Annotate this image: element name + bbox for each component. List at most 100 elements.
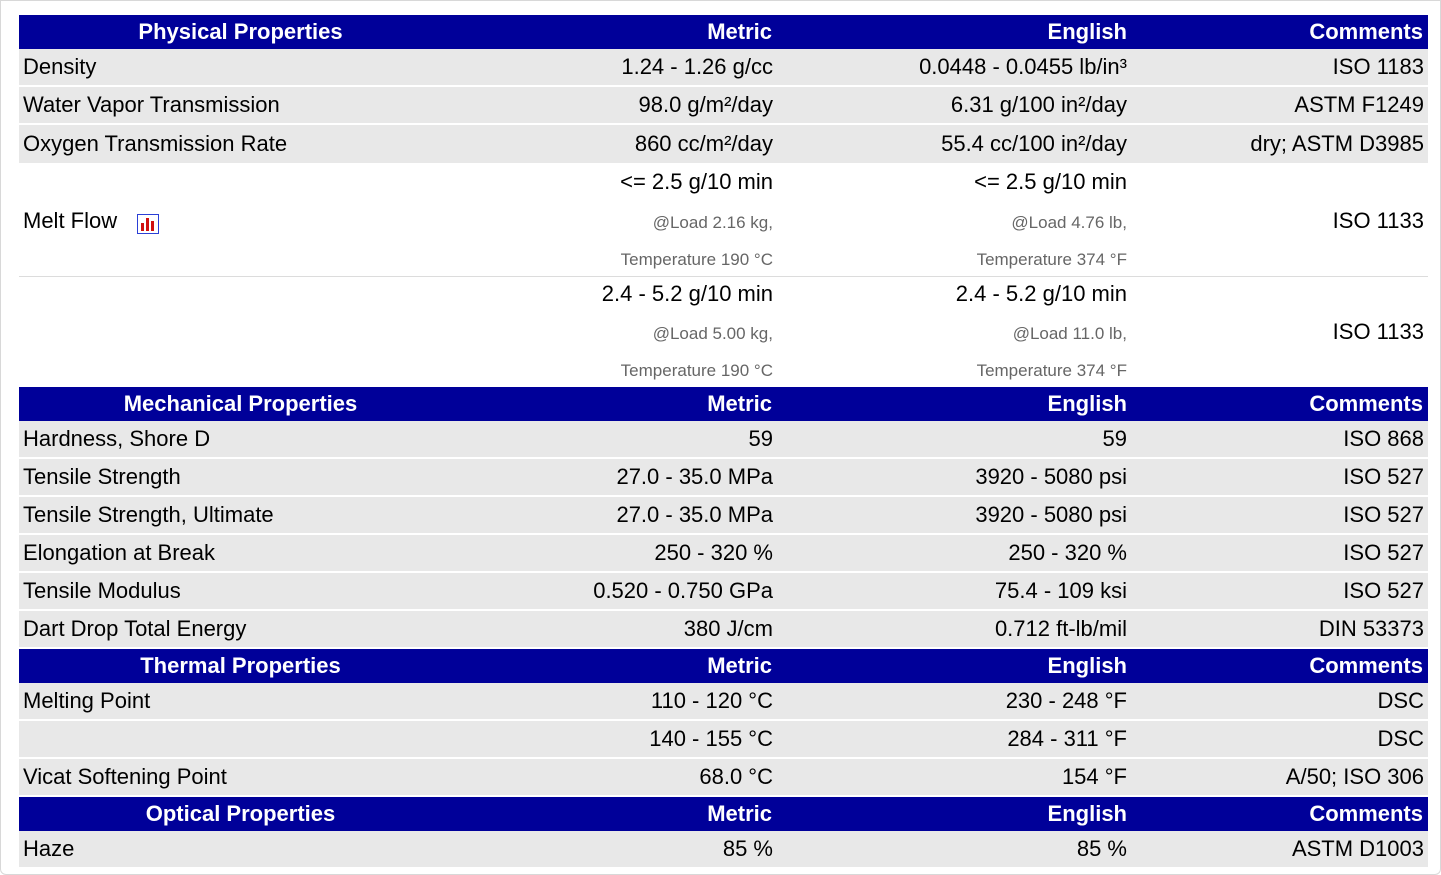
section-header-physical: Physical Properties Metric English Comme… [19, 15, 1428, 49]
section-title: Thermal Properties [140, 653, 341, 678]
load-condition: @Load 5.00 kg, [652, 324, 773, 343]
property-name: Haze [23, 836, 75, 861]
comment-value: DIN 53373 [1318, 616, 1424, 641]
metric-header: Metric [707, 801, 772, 826]
english-value: 6.31 g/100 in²/day [950, 92, 1127, 117]
table-row: Oxygen Transmission Rate 860 cc/m²/day 5… [19, 125, 1428, 165]
comment-value: A/50; ISO 306 [1285, 764, 1424, 789]
table-row: Tensile Strength 27.0 - 35.0 MPa 3920 - … [19, 459, 1428, 497]
metric-value: 860 cc/m²/day [634, 131, 773, 156]
section-title: Physical Properties [138, 19, 343, 44]
melt-flow-english: 2.4 - 5.2 g/10 min [955, 281, 1127, 306]
comment-value: ISO 527 [1343, 502, 1424, 527]
table-row: 140 - 155 °C 284 - 311 °F DSC [19, 721, 1428, 759]
property-name: Hardness, Shore D [23, 426, 211, 451]
table-row: Dart Drop Total Energy 380 J/cm 0.712 ft… [19, 611, 1428, 649]
comments-header: Comments [1309, 19, 1423, 44]
comment-value: ISO 527 [1343, 540, 1424, 565]
english-value: 3920 - 5080 psi [975, 464, 1127, 489]
comment-value: DSC [1377, 726, 1424, 751]
table-row: Haze 85 % 85 % ASTM D1003 [19, 831, 1428, 869]
table-row: Hardness, Shore D 59 59 ISO 868 [19, 421, 1428, 459]
metric-value: 59 [748, 426, 773, 451]
comment-value: DSC [1377, 688, 1424, 713]
metric-value: <= 2.5 g/10 min @Load 2.16 kg, Temperatu… [467, 165, 777, 276]
table-row: Density 1.24 - 1.26 g/cc 0.0448 - 0.0455… [19, 49, 1428, 87]
property-datasheet: Physical Properties Metric English Comme… [19, 15, 1428, 869]
melt-flow-metric: 2.4 - 5.2 g/10 min [601, 281, 773, 306]
section-header-thermal: Thermal Properties Metric English Commen… [19, 649, 1428, 683]
english-value: <= 2.5 g/10 min @Load 4.76 lb, Temperatu… [777, 165, 1131, 276]
property-name: Elongation at Break [23, 540, 216, 565]
chart-icon[interactable] [137, 213, 160, 234]
comments-header: Comments [1309, 391, 1423, 416]
comment-value: ISO 527 [1343, 464, 1424, 489]
property-name: Dart Drop Total Energy [23, 616, 247, 641]
temperature-condition: Temperature 190 °C [620, 361, 773, 380]
comment-value: ISO 1183 [1332, 54, 1424, 79]
english-value: 250 - 320 % [1008, 540, 1127, 565]
comment-value: ISO 1133 [1332, 319, 1424, 344]
table-row: Tensile Strength, Ultimate 27.0 - 35.0 M… [19, 497, 1428, 535]
property-name [19, 277, 467, 387]
comments-header: Comments [1309, 653, 1423, 678]
english-header: English [1047, 653, 1127, 678]
section-title: Mechanical Properties [123, 391, 358, 416]
load-condition: @Load 4.76 lb, [1011, 212, 1127, 232]
metric-value: 27.0 - 35.0 MPa [616, 502, 773, 527]
metric-value: 27.0 - 35.0 MPa [616, 464, 773, 489]
melt-flow-row: 2.4 - 5.2 g/10 min @Load 5.00 kg, Temper… [19, 277, 1428, 387]
english-value: 59 [1102, 426, 1127, 451]
english-value: 75.4 - 109 ksi [994, 578, 1127, 603]
metric-value: 85 % [722, 836, 773, 861]
metric-value: 250 - 320 % [654, 540, 773, 565]
table-row: Tensile Modulus 0.520 - 0.750 GPa 75.4 -… [19, 573, 1428, 611]
section-header-optical: Optical Properties Metric English Commen… [19, 797, 1428, 831]
comment-value: ISO 527 [1343, 578, 1424, 603]
comments-header: Comments [1309, 801, 1423, 826]
metric-value: 110 - 120 °C [650, 688, 773, 713]
english-value: 0.712 ft-lb/mil [994, 616, 1127, 641]
property-name: Tensile Strength, Ultimate [23, 502, 274, 527]
property-name: Water Vapor Transmission [23, 92, 280, 117]
english-value: 85 % [1076, 836, 1127, 861]
melt-flow-english: <= 2.5 g/10 min [974, 169, 1127, 194]
property-name: Density [23, 54, 97, 79]
english-header: English [1047, 801, 1127, 826]
melt-flow-row: Melt Flow <= 2.5 g/10 min @Load 2.16 kg,… [19, 165, 1428, 277]
property-name: Vicat Softening Point [23, 764, 227, 789]
english-header: English [1047, 19, 1127, 44]
property-name: Melting Point [23, 688, 151, 713]
metric-value: 0.520 - 0.750 GPa [593, 578, 773, 603]
temperature-condition: Temperature 374 °F [976, 361, 1127, 380]
table-row: Melting Point 110 - 120 °C 230 - 248 °F … [19, 683, 1428, 721]
metric-value: 140 - 155 °C [649, 726, 773, 751]
table-row: Vicat Softening Point 68.0 °C 154 °F A/5… [19, 759, 1428, 797]
english-value: 230 - 248 °F [1005, 688, 1127, 713]
comment-value: dry; ASTM D3985 [1250, 131, 1424, 156]
property-name: Tensile Strength [23, 464, 181, 489]
load-condition: @Load 2.16 kg, [652, 212, 773, 232]
property-name: Tensile Modulus [23, 578, 181, 603]
comment-value: ASTM D1003 [1291, 836, 1424, 861]
english-value: 55.4 cc/100 in²/day [941, 131, 1127, 156]
english-value: 154 °F [1061, 764, 1127, 789]
temperature-condition: Temperature 190 °C [620, 250, 773, 269]
comment-value: ISO 1133 [1332, 207, 1424, 233]
load-condition: @Load 11.0 lb, [1012, 324, 1127, 343]
comment-value: ISO 868 [1343, 426, 1424, 451]
table-row: Water Vapor Transmission 98.0 g/m²/day 6… [19, 87, 1428, 125]
english-value: 0.0448 - 0.0455 lb/in³ [919, 54, 1127, 79]
property-name [19, 721, 467, 757]
english-value: 284 - 311 °F [1007, 726, 1127, 751]
metric-value: 68.0 °C [699, 764, 773, 789]
section-header-mechanical: Mechanical Properties Metric English Com… [19, 387, 1428, 421]
property-name: Melt Flow [19, 165, 467, 276]
metric-value: 2.4 - 5.2 g/10 min @Load 5.00 kg, Temper… [467, 277, 777, 387]
section-title: Optical Properties [145, 801, 336, 826]
comment-value: ASTM F1249 [1294, 92, 1424, 117]
english-header: English [1047, 391, 1127, 416]
english-value: 3920 - 5080 psi [975, 502, 1127, 527]
melt-flow-label: Melt Flow [23, 207, 118, 233]
